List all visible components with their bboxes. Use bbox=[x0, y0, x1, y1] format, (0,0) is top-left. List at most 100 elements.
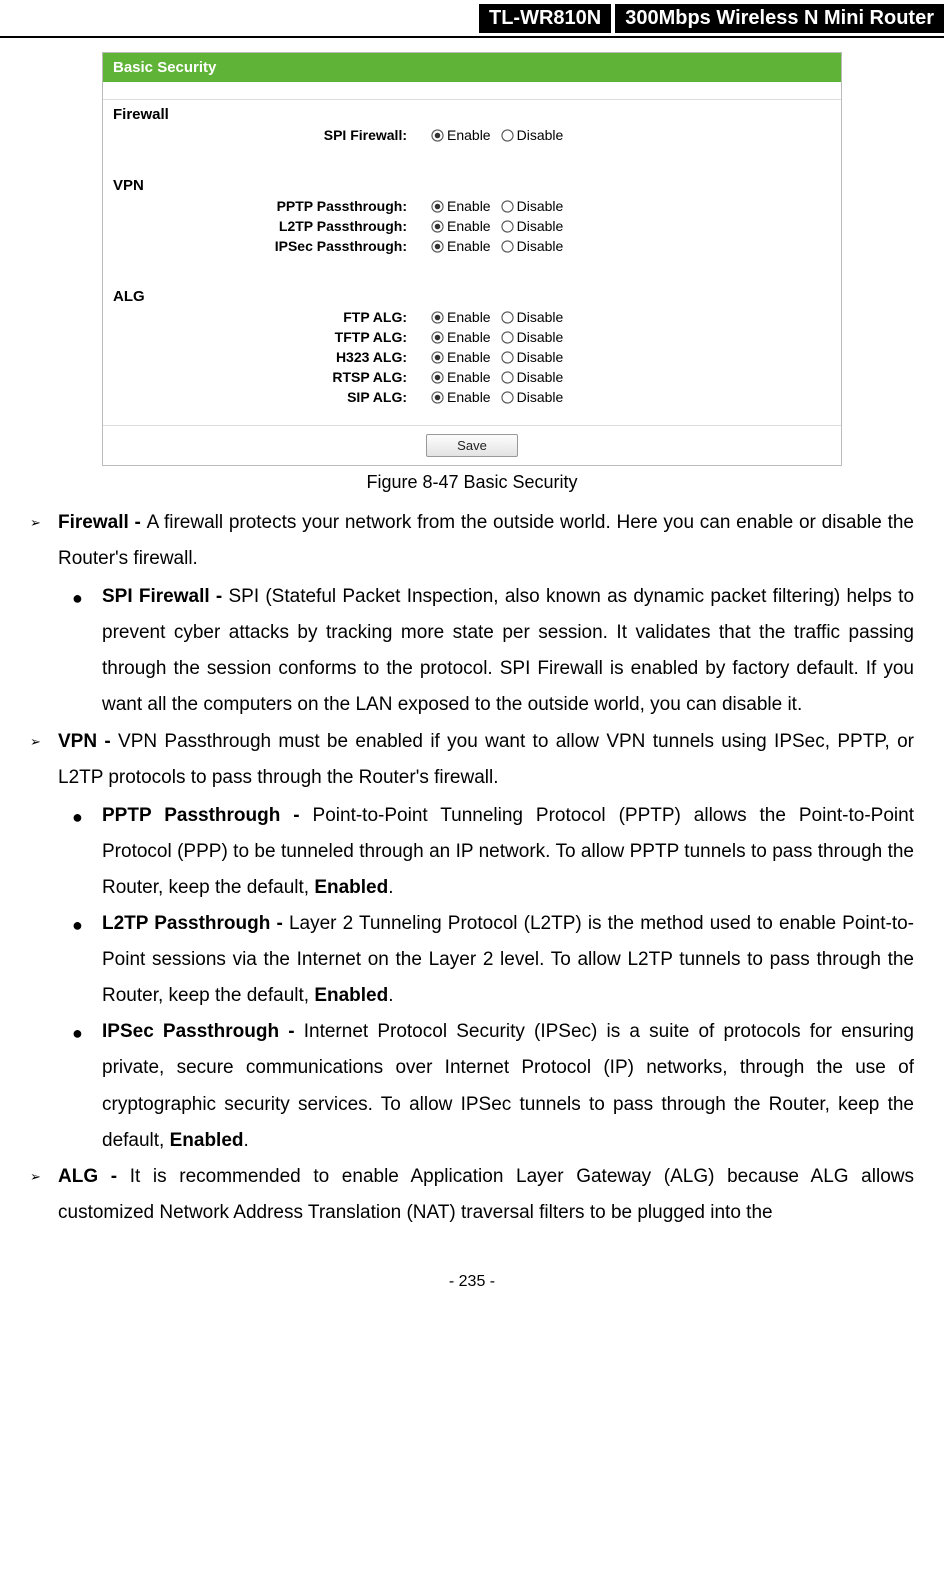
radio-label: Enable bbox=[447, 389, 491, 405]
header-product: 300Mbps Wireless N Mini Router bbox=[615, 4, 944, 33]
text: VPN Passthrough must be enabled if you w… bbox=[58, 731, 914, 788]
form-row: H323 ALG: Enable Disable bbox=[103, 347, 841, 367]
radio-label: Enable bbox=[447, 329, 491, 345]
text: PPTP Passthrough - bbox=[102, 805, 313, 826]
radio-enable[interactable]: Enable bbox=[431, 218, 491, 234]
section-heading: VPN bbox=[103, 171, 841, 196]
radio-enable[interactable]: Enable bbox=[431, 389, 491, 405]
section-spacer bbox=[103, 256, 841, 282]
radio-disable[interactable]: Disable bbox=[501, 218, 564, 234]
l2tp-paragraph: ● L2TP Passthrough - Layer 2 Tunneling P… bbox=[72, 906, 914, 1014]
document-header: TL-WR810N 300Mbps Wireless N Mini Router bbox=[0, 0, 944, 38]
figure-caption: Figure 8-47 Basic Security bbox=[0, 472, 944, 493]
firewall-paragraph: ➢ Firewall - A firewall protects your ne… bbox=[30, 505, 914, 577]
text: . bbox=[244, 1130, 249, 1151]
section-spacer bbox=[103, 145, 841, 171]
text: It is recommended to enable Application … bbox=[58, 1166, 914, 1223]
text: SPI Firewall - bbox=[102, 586, 228, 607]
config-panel: Basic Security Firewall SPI Firewall: En… bbox=[102, 52, 842, 466]
form-label: L2TP Passthrough: bbox=[103, 218, 413, 234]
text: IPSec Passthrough - bbox=[102, 1021, 304, 1042]
radio-label: Enable bbox=[447, 198, 491, 214]
text: L2TP Passthrough - bbox=[102, 913, 289, 934]
text: . bbox=[388, 985, 393, 1006]
form-label: RTSP ALG: bbox=[103, 369, 413, 385]
arrow-icon: ➢ bbox=[30, 724, 58, 796]
radio-disable[interactable]: Disable bbox=[501, 369, 564, 385]
form-label: FTP ALG: bbox=[103, 309, 413, 325]
form-label: H323 ALG: bbox=[103, 349, 413, 365]
text: Enabled bbox=[170, 1130, 244, 1151]
radio-enable[interactable]: Enable bbox=[431, 238, 491, 254]
spi-paragraph: ● SPI Firewall - SPI (Stateful Packet In… bbox=[72, 579, 914, 723]
bullet-icon: ● bbox=[72, 906, 102, 1014]
radio-label: Enable bbox=[447, 218, 491, 234]
bullet-icon: ● bbox=[72, 798, 102, 906]
form-row: PPTP Passthrough: Enable Disable bbox=[103, 196, 841, 216]
radio-label: Disable bbox=[517, 309, 564, 325]
text: . bbox=[388, 877, 393, 898]
radio-label: Enable bbox=[447, 369, 491, 385]
form-row: L2TP Passthrough: Enable Disable bbox=[103, 216, 841, 236]
bullet-icon: ● bbox=[72, 579, 102, 723]
radio-disable[interactable]: Disable bbox=[501, 329, 564, 345]
bullet-icon: ● bbox=[72, 1014, 102, 1158]
header-model: TL-WR810N bbox=[479, 4, 611, 33]
radio-enable[interactable]: Enable bbox=[431, 329, 491, 345]
document-body: ➢ Firewall - A firewall protects your ne… bbox=[0, 505, 944, 1273]
form-row: RTSP ALG: Enable Disable bbox=[103, 367, 841, 387]
radio-label: Disable bbox=[517, 238, 564, 254]
text: Enabled bbox=[314, 985, 388, 1006]
text: A firewall protects your network from th… bbox=[58, 512, 914, 569]
panel-subheader bbox=[103, 82, 841, 100]
text: Firewall - bbox=[58, 512, 147, 533]
text: ALG - bbox=[58, 1166, 130, 1187]
radio-enable[interactable]: Enable bbox=[431, 127, 491, 143]
panel-title: Basic Security bbox=[103, 53, 841, 82]
form-row: TFTP ALG: Enable Disable bbox=[103, 327, 841, 347]
section-heading: ALG bbox=[103, 282, 841, 307]
form-row: SPI Firewall: Enable Disable bbox=[103, 125, 841, 145]
radio-label: Disable bbox=[517, 329, 564, 345]
pptp-paragraph: ● PPTP Passthrough - Point-to-Point Tunn… bbox=[72, 798, 914, 906]
form-label: PPTP Passthrough: bbox=[103, 198, 413, 214]
page-number: - 235 - bbox=[0, 1273, 944, 1311]
form-label: SPI Firewall: bbox=[103, 127, 413, 143]
section-heading: Firewall bbox=[103, 100, 841, 125]
form-label: IPSec Passthrough: bbox=[103, 238, 413, 254]
radio-label: Disable bbox=[517, 349, 564, 365]
radio-disable[interactable]: Disable bbox=[501, 198, 564, 214]
radio-label: Enable bbox=[447, 238, 491, 254]
radio-disable[interactable]: Disable bbox=[501, 238, 564, 254]
form-row: SIP ALG: Enable Disable bbox=[103, 387, 841, 407]
form-label: SIP ALG: bbox=[103, 389, 413, 405]
save-row: Save bbox=[103, 425, 841, 465]
arrow-icon: ➢ bbox=[30, 1159, 58, 1231]
form-row: FTP ALG: Enable Disable bbox=[103, 307, 841, 327]
radio-label: Enable bbox=[447, 127, 491, 143]
radio-label: Disable bbox=[517, 369, 564, 385]
save-button[interactable]: Save bbox=[426, 434, 518, 457]
radio-label: Enable bbox=[447, 309, 491, 325]
radio-label: Disable bbox=[517, 127, 564, 143]
radio-disable[interactable]: Disable bbox=[501, 309, 564, 325]
radio-label: Disable bbox=[517, 198, 564, 214]
radio-label: Disable bbox=[517, 218, 564, 234]
radio-disable[interactable]: Disable bbox=[501, 127, 564, 143]
form-label: TFTP ALG: bbox=[103, 329, 413, 345]
radio-label: Disable bbox=[517, 389, 564, 405]
vpn-paragraph: ➢ VPN - VPN Passthrough must be enabled … bbox=[30, 724, 914, 796]
text: VPN - bbox=[58, 731, 118, 752]
radio-label: Enable bbox=[447, 349, 491, 365]
radio-disable[interactable]: Disable bbox=[501, 349, 564, 365]
radio-enable[interactable]: Enable bbox=[431, 349, 491, 365]
arrow-icon: ➢ bbox=[30, 505, 58, 577]
radio-enable[interactable]: Enable bbox=[431, 309, 491, 325]
radio-disable[interactable]: Disable bbox=[501, 389, 564, 405]
text: Enabled bbox=[314, 877, 388, 898]
radio-enable[interactable]: Enable bbox=[431, 369, 491, 385]
radio-enable[interactable]: Enable bbox=[431, 198, 491, 214]
form-row: IPSec Passthrough: Enable Disable bbox=[103, 236, 841, 256]
ipsec-paragraph: ● IPSec Passthrough - Internet Protocol … bbox=[72, 1014, 914, 1158]
alg-paragraph: ➢ ALG - It is recommended to enable Appl… bbox=[30, 1159, 914, 1231]
